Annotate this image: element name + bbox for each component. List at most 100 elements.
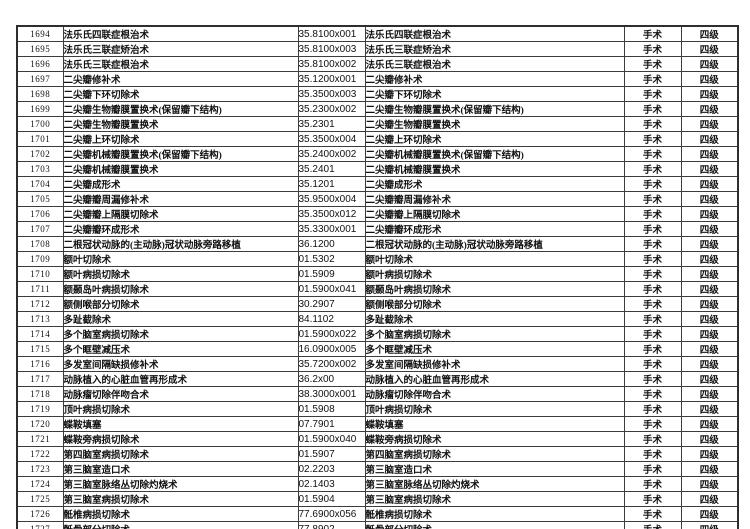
procedure-name-cell: 第三脑室脉络丛切除灼烧术 <box>62 476 299 492</box>
procedure-code-cell: 36.2x00 <box>297 371 366 387</box>
procedure-code-cell: 01.5900x040 <box>297 431 366 447</box>
procedure-name-repeat-cell: 多发室间隔缺损修补术 <box>364 356 625 372</box>
category-cell: 手术 <box>623 371 682 387</box>
category-cell: 手术 <box>623 281 682 297</box>
procedure-name-cell: 动脉瘤切除伴吻合术 <box>62 386 299 402</box>
procedure-name-repeat-cell: 二尖瓣下环切除术 <box>364 86 625 102</box>
row-number-cell: 1720 <box>16 416 64 432</box>
procedure-code-cell: 35.3500x004 <box>297 131 366 147</box>
procedure-name-repeat-cell: 第三脑室脉络丛切除灼烧术 <box>364 476 625 492</box>
procedure-name-cell: 第四脑室病损切除术 <box>62 446 299 462</box>
procedure-code-cell: 01.5900x041 <box>297 281 366 297</box>
level-cell: 四级 <box>680 356 739 372</box>
table-row: 1706 二尖瓣瓣上隔膜切除术 35.3500x012 二尖瓣瓣上隔膜切除术 手术 四级 <box>16 206 739 222</box>
level-cell: 四级 <box>680 446 739 462</box>
procedure-name-repeat-cell: 二尖瓣机械瓣膜置换术 <box>364 161 625 177</box>
procedure-code-cell: 84.1102 <box>297 311 366 327</box>
category-cell: 手术 <box>623 461 682 477</box>
category-cell: 手术 <box>623 176 682 192</box>
row-number-cell: 1704 <box>16 176 64 192</box>
table-row: 1704 二尖瓣成形术 35.1201 二尖瓣成形术 手术 四级 <box>16 176 739 192</box>
procedure-code-cell: 35.2301 <box>297 116 366 132</box>
category-cell: 手术 <box>623 56 682 72</box>
level-cell: 四级 <box>680 311 739 327</box>
level-cell: 四级 <box>680 71 739 87</box>
row-number-cell: 1702 <box>16 146 64 162</box>
category-cell: 手术 <box>623 491 682 507</box>
level-cell: 四级 <box>680 41 739 57</box>
category-cell: 手术 <box>623 326 682 342</box>
category-cell: 手术 <box>623 311 682 327</box>
category-cell: 手术 <box>623 131 682 147</box>
row-number-cell: 1699 <box>16 101 64 117</box>
procedure-name-cell: 多发室间隔缺损修补术 <box>62 356 299 372</box>
procedure-table-body: 1694 法乐氏四联症根治术 35.8100x001 法乐氏四联症根治术 手术 四级 169… <box>16 25 739 529</box>
level-cell: 四级 <box>680 131 739 147</box>
level-cell: 四级 <box>680 341 739 357</box>
procedure-name-cell: 二尖瓣瓣环成形术 <box>62 221 299 237</box>
table-row: 1694 法乐氏四联症根治术 35.8100x001 法乐氏四联症根治术 手术 四级 <box>16 25 739 42</box>
procedure-code-cell: 01.5909 <box>297 266 366 282</box>
procedure-name-repeat-cell: 二尖瓣生物瓣膜置换术(保留瓣下结构) <box>364 101 625 117</box>
category-cell: 手术 <box>623 71 682 87</box>
category-cell: 手术 <box>623 206 682 222</box>
procedure-code-cell: 16.0900x005 <box>297 341 366 357</box>
procedure-name-repeat-cell: 动脉植入的心脏血管再形成术 <box>364 371 625 387</box>
procedure-name-cell: 蝶鞍填塞 <box>62 416 299 432</box>
procedure-code-cell: 02.1403 <box>297 476 366 492</box>
category-cell: 手术 <box>623 86 682 102</box>
row-number-cell: 1717 <box>16 371 64 387</box>
procedure-name-repeat-cell: 额侧喉部分切除术 <box>364 296 625 312</box>
category-cell: 手术 <box>623 521 682 529</box>
table-row: 1716 多发室间隔缺损修补术 35.7200x002 多发室间隔缺损修补术 手术 四级 <box>16 356 739 372</box>
procedure-code-cell: 77.6900x056 <box>297 506 366 522</box>
procedure-name-repeat-cell: 二尖瓣成形术 <box>364 176 625 192</box>
procedure-name-cell: 二尖瓣机械瓣膜置换术(保留瓣下结构) <box>62 146 299 162</box>
table-row: 1703 二尖瓣机械瓣膜置换术 35.2401 二尖瓣机械瓣膜置换术 手术 四级 <box>16 161 739 177</box>
category-cell: 手术 <box>623 431 682 447</box>
procedure-name-cell: 二尖瓣修补术 <box>62 71 299 87</box>
procedure-name-repeat-cell: 二尖瓣瓣周漏修补术 <box>364 191 625 207</box>
procedure-name-cell: 多个眶壁减压术 <box>62 341 299 357</box>
procedure-code-cell: 35.2300x002 <box>297 101 366 117</box>
procedure-code-cell: 35.1201 <box>297 176 366 192</box>
row-number-cell: 1707 <box>16 221 64 237</box>
table-row: 1701 二尖瓣上环切除术 35.3500x004 二尖瓣上环切除术 手术 四级 <box>16 131 739 147</box>
table-row: 1720 蝶鞍填塞 07.7901 蝶鞍填塞 手术 四级 <box>16 416 739 432</box>
row-number-cell: 1718 <box>16 386 64 402</box>
row-number-cell: 1706 <box>16 206 64 222</box>
table-row: 1727骶骨部分切除术77.8902骶骨部分切除术手术四级 <box>16 521 739 529</box>
procedure-name-cell: 额颞岛叶病损切除术 <box>62 281 299 297</box>
procedure-name-repeat-cell: 顶叶病损切除术 <box>364 401 625 417</box>
table-row: 1702 二尖瓣机械瓣膜置换术(保留瓣下结构) 35.2400x002 二尖瓣机械瓣膜… <box>16 146 739 162</box>
row-number-cell: 1705 <box>16 191 64 207</box>
level-cell: 四级 <box>680 101 739 117</box>
procedure-name-repeat-cell: 二尖瓣瓣上隔膜切除术 <box>364 206 625 222</box>
procedure-code-cell: 02.2203 <box>297 461 366 477</box>
row-number-cell: 1724 <box>16 476 64 492</box>
table-row: 1723 第三脑室造口术 02.2203 第三脑室造口术 手术 四级 <box>16 461 739 477</box>
row-number-cell: 1711 <box>16 281 64 297</box>
procedure-name-repeat-cell: 多个眶壁减压术 <box>364 341 625 357</box>
procedure-name-cell: 法乐氏三联症根治术 <box>62 56 299 72</box>
procedure-code-cell: 35.9500x004 <box>297 191 366 207</box>
procedure-name-cell: 二尖瓣生物瓣膜置换术 <box>62 116 299 132</box>
procedure-name-repeat-cell: 动脉瘤切除伴吻合术 <box>364 386 625 402</box>
procedure-name-cell: 多个脑室病损切除术 <box>62 326 299 342</box>
level-cell: 四级 <box>680 221 739 237</box>
row-number-cell: 1716 <box>16 356 64 372</box>
procedure-code-cell: 07.7901 <box>297 416 366 432</box>
table-row: 1718 动脉瘤切除伴吻合术 38.3000x001 动脉瘤切除伴吻合术 手术 四级 <box>16 386 739 402</box>
table-row: 1710 额叶病损切除术 01.5909 额叶病损切除术 手术 四级 <box>16 266 739 282</box>
procedure-name-cell: 二尖瓣下环切除术 <box>62 86 299 102</box>
procedure-name-cell: 第三脑室病损切除术 <box>62 491 299 507</box>
level-cell: 四级 <box>680 326 739 342</box>
level-cell: 四级 <box>680 116 739 132</box>
table-row: 1707 二尖瓣瓣环成形术 35.3300x001 二尖瓣瓣环成形术 手术 四级 <box>16 221 739 237</box>
row-number-cell: 1701 <box>16 131 64 147</box>
procedure-name-repeat-cell: 法乐氏四联症根治术 <box>364 25 625 42</box>
table-row: 1708 二根冠状动脉的(主动脉)冠状动脉旁路移植 36.1200 二根冠状动脉的(主… <box>16 236 739 252</box>
table-row: 1722 第四脑室病损切除术 01.5907 第四脑室病损切除术 手术 四级 <box>16 446 739 462</box>
table-row: 1721 蝶鞍旁病损切除术 01.5900x040 蝶鞍旁病损切除术 手术 四级 <box>16 431 739 447</box>
